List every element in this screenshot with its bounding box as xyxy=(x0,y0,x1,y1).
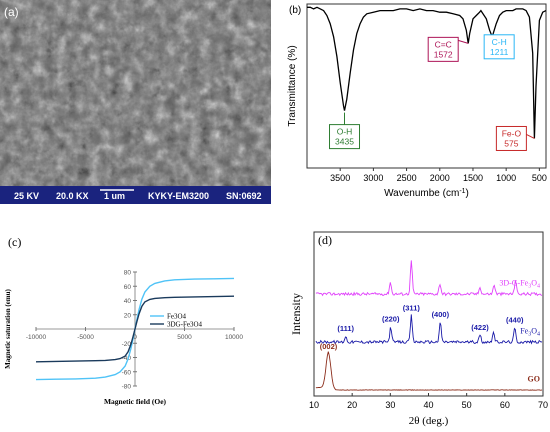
panel-a-sem: (a) 25 KV 20.0 KX 1 um KYKY-EM3200 SN:06… xyxy=(0,0,271,204)
panel-d-label: (d) xyxy=(318,233,332,247)
ftir-annotation-box xyxy=(495,125,527,151)
xrd-x-tick-label: 50 xyxy=(462,400,472,410)
xrd-peak-label: (422) xyxy=(471,323,489,332)
sem-texture xyxy=(0,0,271,186)
panel-c-label: (c) xyxy=(8,235,21,249)
sem-info-bar xyxy=(0,186,271,204)
xrd-x-tick-label: 10 xyxy=(309,400,319,410)
xrd-x-tick-label: 30 xyxy=(385,400,395,410)
panel-c-magnetization: (c) -10000 -5000 0 5000 10000 -80 -60 -40 -20 20 40… xyxy=(0,224,275,432)
mag-x-tick-label: -5000 xyxy=(77,334,94,341)
ftir-annotation-name: Fe-O xyxy=(502,128,522,138)
magnetization-chart: (c) -10000 -5000 0 5000 10000 -80 -60 -40 -20 20 40… xyxy=(4,235,243,406)
ftir-annotation-box xyxy=(483,34,515,60)
xrd-y-axis-label: Intensity xyxy=(289,293,303,335)
panel-d-xrd: (d) 10 20 30 40 50 60 70 2θ (deg.) Intensity 3D-G-… xyxy=(278,214,550,432)
mag-y-tick-label: -20 xyxy=(122,341,132,348)
xrd-x-tick-label: 60 xyxy=(500,400,510,410)
xrd-peak-label: (440) xyxy=(506,316,524,325)
ftir-y-axis-label: Transmittance (%) xyxy=(287,45,298,126)
mag-x-tick-label: 10000 xyxy=(225,334,243,341)
ftir-annotation-leader xyxy=(458,39,469,44)
ftir-annotation-name: C=C xyxy=(435,39,452,49)
xrd-peak-label: (400) xyxy=(432,310,450,319)
mag-y-tick-label: -40 xyxy=(122,355,132,362)
mag-y-tick-label: 20 xyxy=(124,312,132,319)
mag-x-tick-label: 5000 xyxy=(177,334,192,341)
sem-scale-label: 1 um xyxy=(104,191,125,201)
ftir-x-tick-label: 1500 xyxy=(463,173,483,183)
mag-y-tick-label: 80 xyxy=(124,270,132,277)
mag-y-axis-label: Magnetic saturation (emu) xyxy=(4,288,12,368)
panel-b-ftir: (b) 3500 3000 2500 2000 1500 1000 500 Wavenumbe … xyxy=(275,0,550,204)
mag-y-tick-label: 40 xyxy=(124,298,132,305)
ftir-x-tick-label: 1000 xyxy=(496,173,516,183)
ftir-annotation-value: 1211 xyxy=(490,47,509,57)
ftir-chart: (b) 3500 3000 2500 2000 1500 1000 500 Wavenumbe … xyxy=(287,3,547,200)
ftir-annotation-name: C-H xyxy=(492,37,507,47)
xrd-series-label: Fe3O4 xyxy=(520,326,540,337)
panel-b-label: (b) xyxy=(289,5,301,16)
xrd-series-label: GO xyxy=(528,374,540,383)
sem-image: (a) 25 KV 20.0 KX 1 um KYKY-EM3200 SN:06… xyxy=(0,0,271,204)
ftir-x-tick-label: 3000 xyxy=(363,173,383,183)
ftir-annotation-box xyxy=(427,36,459,62)
xrd-x-tick-label: 70 xyxy=(538,400,548,410)
ftir-annotation-value: 575 xyxy=(504,138,518,148)
xrd-peak-label: (311) xyxy=(403,304,421,313)
ftir-x-tick-label: 3500 xyxy=(330,173,350,183)
sem-serial: SN:0692 xyxy=(226,191,262,201)
ftir-x-tick-label: 500 xyxy=(532,173,547,183)
mag-x-tick-label: -10000 xyxy=(26,334,47,341)
xrd-x-tick-label: 20 xyxy=(347,400,357,410)
mag-y-tick-label: 60 xyxy=(124,284,132,291)
mag-series-line-2 xyxy=(35,295,235,363)
xrd-x-axis-label: 2θ (deg.) xyxy=(409,415,449,427)
sem-kv: 25 KV xyxy=(14,191,39,201)
ftir-x-tick-label: 2500 xyxy=(397,173,417,183)
ftir-x-tick-label: 2000 xyxy=(430,173,450,183)
mag-y-tick-label: -60 xyxy=(122,369,132,376)
ftir-annotation-value: 1572 xyxy=(434,49,453,59)
mag-x-axis-label: Magnetic field (Oe) xyxy=(104,397,167,406)
xrd-pattern-line-1 xyxy=(315,260,543,297)
ftir-annotation-value: 3435 xyxy=(335,137,354,147)
mag-legend-label: Fe3O4 xyxy=(167,313,187,321)
xrd-peak-label: (002) xyxy=(320,342,338,351)
mag-x-tick-label: 0 xyxy=(133,334,137,341)
xrd-frame xyxy=(313,231,544,397)
xrd-chart: (d) 10 20 30 40 50 60 70 2θ (deg.) Intensity 3D-G-… xyxy=(289,231,548,427)
xrd-pattern-line-2 xyxy=(315,314,543,345)
ftir-annotation-leader xyxy=(526,134,535,139)
panel-a-label: (a) xyxy=(4,5,19,19)
sem-instrument: KYKY-EM3200 xyxy=(148,191,209,201)
mag-legend-label: 3DG-Fe3O4 xyxy=(167,321,202,329)
sem-magnification: 20.0 KX xyxy=(56,191,89,201)
xrd-series-label: 3D-G-Fe3O4 xyxy=(499,278,540,289)
xrd-x-tick-label: 40 xyxy=(423,400,433,410)
xrd-peak-label: (111) xyxy=(337,324,354,333)
ftir-x-axis-label: Wavenumbe (cm-1) xyxy=(384,188,469,200)
ftir-frame xyxy=(306,3,547,169)
xrd-pattern-line-3 xyxy=(315,351,543,391)
ftir-annotation-name: O-H xyxy=(337,127,353,137)
ftir-spectrum-line xyxy=(307,6,547,139)
ftir-annotation-box xyxy=(329,124,361,150)
xrd-peak-label: (220) xyxy=(382,315,400,324)
mag-y-tick-label: -80 xyxy=(122,384,132,391)
